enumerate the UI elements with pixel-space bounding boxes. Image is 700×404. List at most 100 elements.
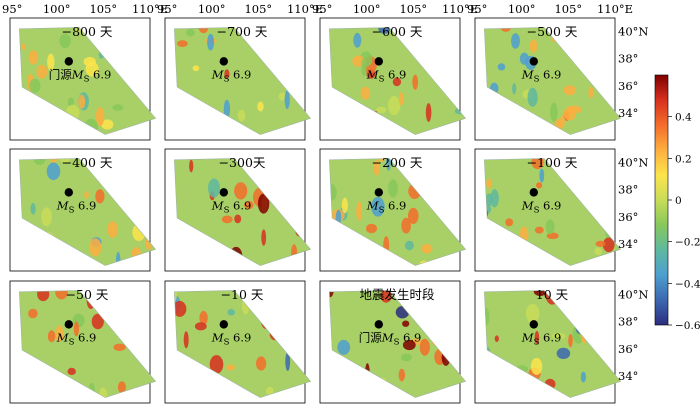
anomaly-blob <box>525 303 540 323</box>
panel-title: −200 天 <box>372 155 423 170</box>
anomaly-blob <box>392 77 402 87</box>
epicenter-marker <box>219 57 228 66</box>
longitude-tick-label: 100° <box>43 2 71 16</box>
anomaly-blob <box>568 105 582 114</box>
region-outline <box>19 158 157 266</box>
latitude-tick-label: 38° <box>618 315 638 329</box>
latitude-tick-label: 38° <box>618 183 638 197</box>
map-panel: 10 天 MS 6.9 <box>474 280 622 404</box>
magnitude-value: 6.9 <box>384 67 406 81</box>
longitude-tick-label: 105° <box>244 2 272 16</box>
anomaly-blob <box>41 207 53 227</box>
colorbar-tick-label: 0 <box>675 195 682 207</box>
region-outline <box>484 290 622 398</box>
latitude-tick-label: 34° <box>618 237 638 251</box>
map-panel: −300天 MS 6.9 <box>164 148 312 272</box>
anomaly-blob <box>174 300 187 317</box>
latitude-tick-label: 38° <box>618 52 638 66</box>
magnitude-value: 6.9 <box>399 330 421 344</box>
anomaly-blob <box>356 201 363 221</box>
anomaly-blob <box>284 90 290 110</box>
anomaly-blob <box>386 158 391 171</box>
background-field <box>484 27 621 135</box>
anomaly-blob <box>379 158 385 162</box>
anomaly-blob <box>371 196 385 217</box>
magnitude-subscript: S <box>379 74 385 84</box>
longitude-tick-label: 95° <box>2 2 22 16</box>
colorbar-tick-label: −0.6 <box>675 320 700 332</box>
epicenter-label: MS 6.9 <box>211 198 252 215</box>
anomaly-blob <box>234 182 248 200</box>
longitude-tick-label: 105° <box>89 2 117 16</box>
epicenter-label: MS 6.9 <box>56 330 97 347</box>
magnitude-value: 6.9 <box>539 198 561 212</box>
region-outline <box>484 158 622 266</box>
background-field <box>19 290 156 398</box>
anomaly-blob <box>376 106 387 114</box>
epicenter-label: 门源MS 6.9 <box>49 67 112 84</box>
anomaly-blob <box>486 178 493 189</box>
anomaly-blob <box>237 109 246 122</box>
longitude-tick-label: 105° <box>399 2 427 16</box>
latitude-tick-label: 36° <box>618 79 638 93</box>
anomaly-blob <box>500 27 512 32</box>
anomaly-blob <box>101 119 114 130</box>
map-panel: −200 天 MS 6.9 <box>319 148 467 272</box>
anomaly-blob <box>59 158 71 163</box>
background-field <box>484 290 621 398</box>
anomaly-blob <box>112 104 124 111</box>
magnitude-value: 6.9 <box>229 67 251 81</box>
anomaly-blob <box>67 367 76 375</box>
anomaly-blob <box>530 357 543 375</box>
anomaly-blob <box>539 168 545 183</box>
anomaly-blob <box>189 159 194 173</box>
anomaly-blob <box>234 214 242 224</box>
anomaly-blob <box>256 356 267 371</box>
magnitude-symbol: M <box>381 330 395 344</box>
anomaly-blob <box>527 87 538 107</box>
anomaly-blob <box>353 32 362 48</box>
anomaly-blob <box>361 58 367 77</box>
anomaly-blob <box>401 217 411 234</box>
magnitude-subscript: S <box>534 74 540 84</box>
anomaly-blob <box>265 386 274 396</box>
anomaly-blob <box>533 290 547 297</box>
anomaly-blob <box>494 335 499 342</box>
anomaly-blob <box>117 381 126 394</box>
longitude-tick-label: 110°E <box>597 2 633 16</box>
background-field <box>174 290 311 398</box>
magnitude-subscript: S <box>534 337 540 347</box>
top-longitude-axis: 95° 100° 105° 110°E95° 100° 105° 110°E95° 100° 1… <box>2 2 633 16</box>
epicenter-marker <box>64 320 73 329</box>
longitude-tick-label: 110°E <box>132 2 168 16</box>
region-outline <box>484 27 622 135</box>
anomaly-blob <box>221 215 233 224</box>
epicenter-name: 门源 <box>359 330 382 344</box>
magnitude-subscript: S <box>224 74 230 84</box>
right-latitude-axis: 40°N 38° 36° 34° 40°N 38° 36° 34° 40°N 38° 36° 34° <box>618 25 648 383</box>
anomaly-blob <box>261 229 267 246</box>
epicenter-name: 门源 <box>49 67 72 81</box>
anomaly-blob <box>183 331 189 349</box>
anomaly-blob <box>352 55 365 67</box>
anomaly-blob <box>55 325 64 342</box>
epicenter-marker <box>374 57 383 66</box>
anomaly-blob <box>388 179 398 198</box>
anomaly-blob <box>398 368 405 382</box>
region-outline <box>174 158 312 266</box>
epicenter-label: MS 6.9 <box>211 330 252 347</box>
epicenter-label: 门源MS 6.9 <box>359 330 422 347</box>
anomaly-blob <box>73 321 80 337</box>
anomaly-blob <box>177 40 188 47</box>
anomaly-blob <box>419 338 430 356</box>
anomaly-blob <box>98 387 108 398</box>
panel-title: −500 天 <box>527 24 578 39</box>
longitude-tick-label: 95° <box>312 2 332 16</box>
anomaly-blob <box>529 39 538 53</box>
magnitude-subscript: S <box>84 74 90 84</box>
panel-title: −300天 <box>219 155 266 170</box>
panel-title: −50 天 <box>66 287 109 302</box>
longitude-tick-label: 95° <box>157 2 177 16</box>
latitude-tick-label: 36° <box>618 210 638 224</box>
map-panel: −400 天 MS 6.9 <box>9 148 157 272</box>
